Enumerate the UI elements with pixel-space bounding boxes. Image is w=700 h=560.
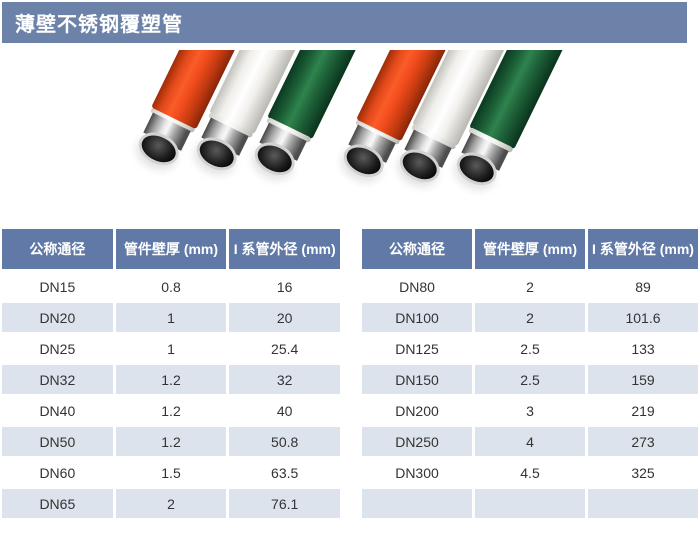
table-row: DN80 2 89	[362, 272, 698, 301]
table-cell	[475, 489, 585, 518]
table-cell: DN125	[362, 334, 472, 363]
table-header-row: 公称通径 管件壁厚 (mm) I 系管外径 (mm)	[2, 229, 341, 269]
table-cell: 1	[115, 303, 227, 332]
table-cell: 325	[588, 458, 698, 487]
table-header-row: 公称通径 管件壁厚 (mm) I 系管外径 (mm)	[362, 229, 698, 269]
table-cell: DN25	[2, 334, 113, 363]
table-cell: DN100	[362, 303, 472, 332]
table-cell: 2	[475, 303, 585, 332]
table-cell: 32	[229, 365, 341, 394]
table-cell: 2.5	[475, 334, 585, 363]
table-cell: DN60	[2, 458, 113, 487]
table-cell	[362, 489, 472, 518]
column-header: I 系管外径 (mm)	[588, 229, 698, 269]
table-cell: 2.5	[475, 365, 585, 394]
table-row: DN100 2 101.6	[362, 303, 698, 332]
table-cell: 1.2	[115, 427, 227, 456]
table-cell: DN15	[2, 272, 113, 301]
table-cell: DN20	[2, 303, 113, 332]
pipes-photo	[100, 50, 620, 215]
table-cell	[588, 489, 698, 518]
table-cell: DN300	[362, 458, 472, 487]
table-cell: 2	[475, 272, 585, 301]
table-cell: DN250	[362, 427, 472, 456]
table-cell: 4.5	[475, 458, 585, 487]
table-cell: 40	[229, 396, 341, 425]
table-cell: DN40	[2, 396, 113, 425]
table-cell: 89	[588, 272, 698, 301]
table-cell: 4	[475, 427, 585, 456]
column-header: 管件壁厚 (mm)	[115, 229, 227, 269]
spec-table-left: 公称通径 管件壁厚 (mm) I 系管外径 (mm) DN15 0.8 16 DN20 1 20…	[2, 229, 341, 520]
table-row: DN125 2.5 133	[362, 334, 698, 363]
table-cell: DN50	[2, 427, 113, 456]
table-cell: 76.1	[229, 489, 341, 518]
table-cell: DN65	[2, 489, 113, 518]
table-cell: 16	[229, 272, 341, 301]
table-row: DN250 4 273	[362, 427, 698, 456]
table-cell: 1.2	[115, 365, 227, 394]
table-row: DN20 1 20	[2, 303, 341, 332]
column-header: I 系管外径 (mm)	[229, 229, 341, 269]
table-row: DN40 1.2 40	[2, 396, 341, 425]
table-cell: 25.4	[229, 334, 341, 363]
table-row: DN200 3 219	[362, 396, 698, 425]
table-cell: 20	[229, 303, 341, 332]
table-cell: 101.6	[588, 303, 698, 332]
table-row: DN60 1.5 63.5	[2, 458, 341, 487]
table-cell: 50.8	[229, 427, 341, 456]
table-cell: 273	[588, 427, 698, 456]
table-cell: 1.2	[115, 396, 227, 425]
table-row: DN65 2 76.1	[2, 489, 341, 518]
table-cell: 2	[115, 489, 227, 518]
table-cell: 219	[588, 396, 698, 425]
table-cell: 1	[115, 334, 227, 363]
column-header: 公称通径	[2, 229, 113, 269]
column-header: 管件壁厚 (mm)	[475, 229, 585, 269]
table-row: DN25 1 25.4	[2, 334, 341, 363]
page-title: 薄壁不锈钢覆塑管	[15, 14, 183, 36]
table-cell: DN150	[362, 365, 472, 394]
table-cell: 0.8	[115, 272, 227, 301]
column-header: 公称通径	[362, 229, 472, 269]
table-cell: DN200	[362, 396, 472, 425]
table-row: DN50 1.2 50.8	[2, 427, 341, 456]
table-row: DN15 0.8 16	[2, 272, 341, 301]
table-cell: 3	[475, 396, 585, 425]
table-row: DN32 1.2 32	[2, 365, 341, 394]
table-row: DN150 2.5 159	[362, 365, 698, 394]
table-cell: DN32	[2, 365, 113, 394]
table-row	[362, 489, 698, 518]
page-title-bar: 薄壁不锈钢覆塑管	[2, 2, 687, 43]
table-row: DN300 4.5 325	[362, 458, 698, 487]
table-cell: 1.5	[115, 458, 227, 487]
table-cell: 133	[588, 334, 698, 363]
table-cell: 159	[588, 365, 698, 394]
table-cell: DN80	[362, 272, 472, 301]
spec-table-right: 公称通径 管件壁厚 (mm) I 系管外径 (mm) DN80 2 89 DN100 2 101…	[362, 229, 698, 520]
table-cell: 63.5	[229, 458, 341, 487]
